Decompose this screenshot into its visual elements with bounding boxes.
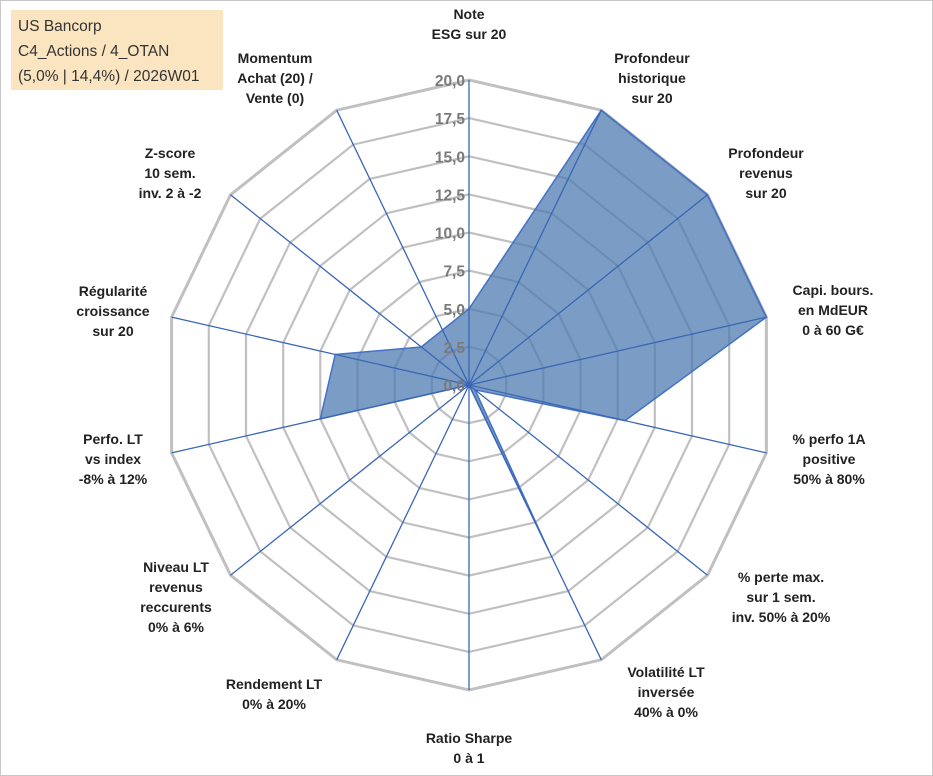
axis-label-line: sur 1 sem.	[746, 589, 815, 605]
axis-label-line: positive	[803, 451, 856, 467]
axis-label-line: Profondeur	[728, 145, 804, 161]
axis-label: Perfo. LT vs index -8% à 12%	[79, 431, 148, 487]
axis-label-line: Perfo. LT	[83, 431, 143, 447]
axis-label-line: 0 à 60 G€	[802, 322, 864, 338]
axis-label-line: Vente (0)	[246, 90, 304, 106]
axis-label-line: en MdEUR	[798, 302, 868, 318]
radial-tick-label: 15,0	[435, 149, 465, 166]
axis-label: Rendement LT 0% à 20%	[226, 676, 323, 712]
axis-label: Z-score 10 sem. inv. 2 à -2	[139, 145, 202, 201]
radar-spoke	[468, 384, 602, 661]
axis-label: % perfo 1A positive 50% à 80%	[792, 431, 865, 487]
axis-label-line: Profondeur	[614, 50, 690, 66]
radar-spoke	[230, 194, 470, 386]
radar-spoke	[171, 316, 470, 386]
axis-label: Profondeur historique sur 20	[614, 50, 690, 106]
radar-spoke	[336, 384, 470, 661]
axis-label-line: Ratio Sharpe	[426, 730, 513, 746]
radial-tick-label: 5,0	[443, 302, 465, 319]
axis-label: Ratio Sharpe 0 à 1	[426, 730, 513, 766]
axis-label-line: Note	[453, 6, 484, 22]
radar-spoke	[336, 109, 470, 386]
axis-label-line: 50% à 80%	[793, 471, 865, 487]
axis-label-line: % perte max.	[738, 569, 824, 585]
radar-spoke	[171, 384, 470, 454]
axis-label-line: Capi. bours.	[793, 282, 874, 298]
radial-tick-label: 20,0	[435, 73, 465, 90]
axis-label-line: inversée	[638, 684, 695, 700]
radar-spoke	[468, 384, 708, 576]
axis-label: Momentum Achat (20) / Vente (0)	[237, 50, 313, 106]
axis-label-line: ESG sur 20	[432, 26, 507, 42]
axis-label-line: 0% à 6%	[148, 619, 205, 635]
axis-label: Régularité croissance sur 20	[76, 283, 149, 339]
radar-spoke	[468, 384, 767, 454]
axis-label: Volatilité LT inversée 40% à 0%	[627, 664, 705, 720]
title-portfolio: C4_Actions / 4_OTAN	[18, 43, 170, 60]
radial-tick-label: 2,5	[443, 340, 465, 357]
axis-label-line: Momentum	[238, 50, 313, 66]
axis-label: Note ESG sur 20	[432, 6, 507, 42]
axis-label-line: 40% à 0%	[634, 704, 698, 720]
axis-label: % perte max. sur 1 sem. inv. 50% à 20%	[732, 569, 831, 625]
axis-label-line: historique	[618, 70, 686, 86]
radar-spoke	[468, 316, 767, 386]
axis-label: Profondeur revenus sur 20	[728, 145, 804, 201]
axis-label-line: Achat (20) /	[237, 70, 313, 86]
axis-label-line: inv. 2 à -2	[139, 185, 202, 201]
radial-tick-label: 0,0	[443, 378, 465, 395]
title-box: US Bancorp C4_Actions / 4_OTAN (5,0% | 1…	[11, 10, 223, 90]
axis-label-line: Z-score	[145, 145, 196, 161]
axis-label: Niveau LT revenus reccurents 0% à 6%	[140, 559, 212, 635]
axis-label-line: reccurents	[140, 599, 212, 615]
axis-label-line: Rendement LT	[226, 676, 323, 692]
radar-spoke	[468, 109, 602, 386]
axis-label-line: vs index	[85, 451, 141, 467]
axis-label: Capi. bours. en MdEUR 0 à 60 G€	[793, 282, 874, 338]
radar-spoke	[230, 384, 470, 576]
radial-tick-label: 12,5	[435, 187, 466, 204]
axis-label-line: revenus	[739, 165, 793, 181]
axis-label-line: Régularité	[79, 283, 148, 299]
axis-label-line: % perfo 1A	[792, 431, 865, 447]
axis-label-line: 10 sem.	[144, 165, 195, 181]
series-area	[319, 109, 768, 551]
axis-label-line: 0 à 1	[453, 750, 484, 766]
axis-label-line: sur 20	[92, 323, 133, 339]
axis-label-line: inv. 50% à 20%	[732, 609, 831, 625]
title-stats: (5,0% | 14,4%) / 2026W01	[18, 68, 200, 85]
axis-label-line: Volatilité LT	[627, 664, 705, 680]
radial-tick-label: 7,5	[443, 264, 465, 281]
axis-label-line: revenus	[149, 579, 203, 595]
title-company: US Bancorp	[18, 18, 102, 35]
axis-label-line: 0% à 20%	[242, 696, 306, 712]
radar-spoke	[468, 194, 708, 386]
radial-tick-label: 17,5	[435, 111, 466, 128]
radial-tick-label: 10,0	[435, 226, 465, 243]
axis-label-line: sur 20	[631, 90, 672, 106]
axis-label-line: -8% à 12%	[79, 471, 148, 487]
axis-label-line: Niveau LT	[143, 559, 209, 575]
axis-label-line: croissance	[76, 303, 149, 319]
axis-label-line: sur 20	[745, 185, 786, 201]
